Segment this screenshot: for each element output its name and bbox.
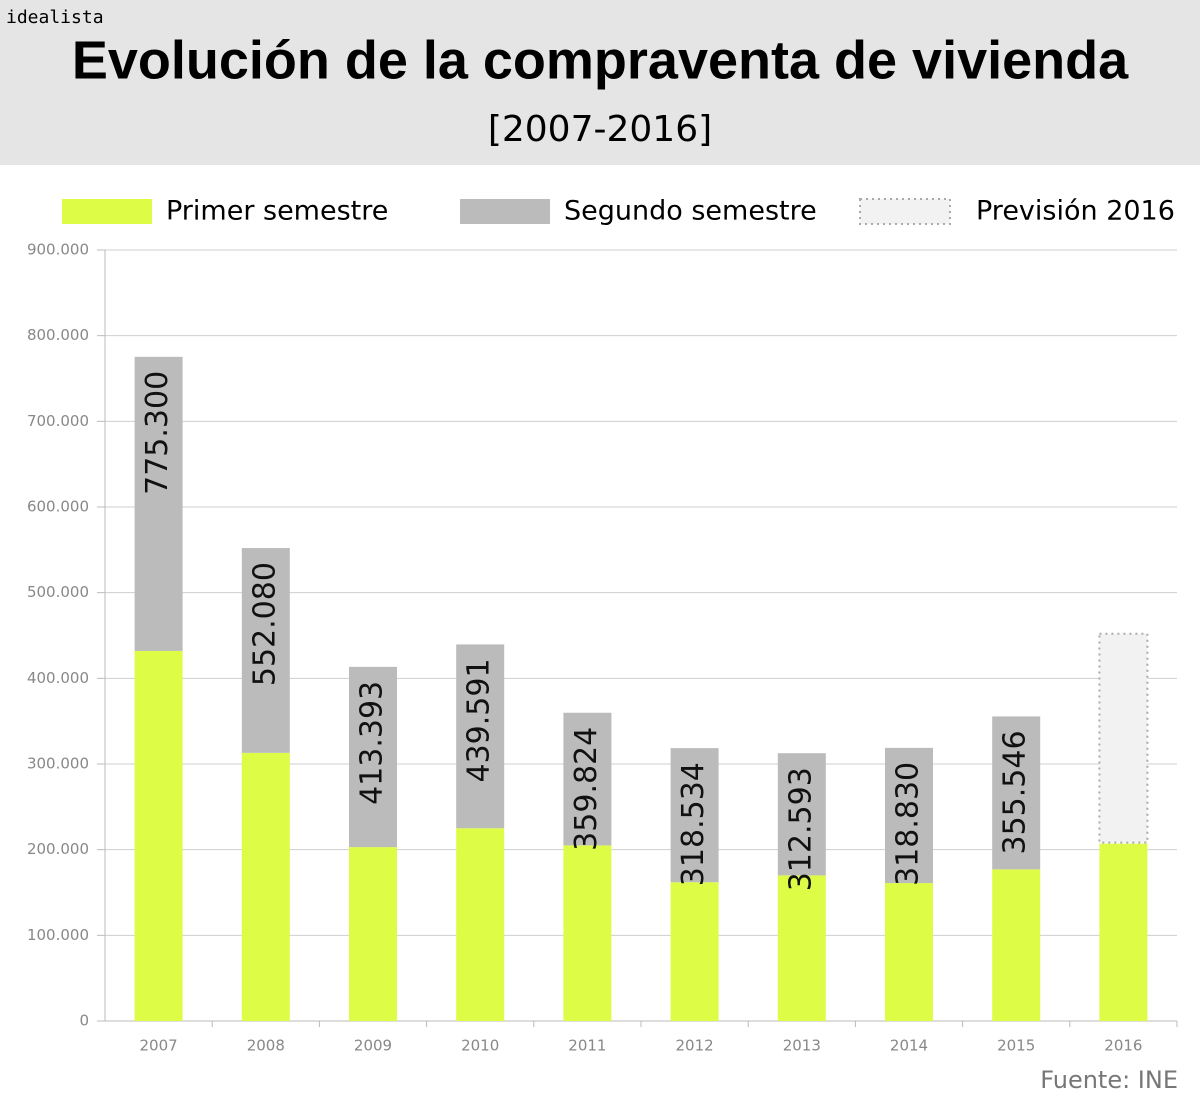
legend-label: Primer semestre — [166, 196, 388, 227]
y-tick-label: 400.000 — [27, 669, 89, 687]
bar-segment — [241, 548, 290, 753]
y-tick-label: 900.000 — [27, 241, 89, 259]
bar-segment — [349, 666, 397, 848]
total-label: 318.534 — [676, 762, 711, 886]
legend-label: Segundo semestre — [564, 196, 817, 227]
bar-segment — [777, 875, 826, 1021]
y-tick-label: 100.000 — [27, 926, 89, 944]
y-tick-label: 700.000 — [27, 412, 89, 430]
bar-segment — [670, 882, 719, 1021]
y-tick-label: 200.000 — [27, 840, 89, 858]
total-label: 439.591 — [462, 658, 497, 782]
x-tick-label: 2007 — [140, 1037, 178, 1055]
bar-segment — [992, 869, 1041, 1021]
x-tick-label: 2016 — [1104, 1037, 1142, 1055]
bar-segment — [134, 650, 183, 1021]
y-tick-label: 800.000 — [27, 326, 89, 344]
chart-subtitle: [2007-2016] — [488, 109, 712, 150]
chart-title: Evolución de la compraventa de vivienda — [72, 30, 1129, 90]
y-tick-label: 0 — [79, 1012, 89, 1030]
x-tick-label: 2008 — [247, 1037, 285, 1055]
y-tick-label: 500.000 — [27, 583, 89, 601]
legend-swatch — [62, 199, 152, 224]
bar-segment — [134, 356, 183, 651]
brand: idealista — [6, 7, 104, 28]
y-tick-label: 300.000 — [27, 755, 89, 773]
total-label: 359.824 — [569, 727, 604, 851]
bar-segment — [670, 748, 719, 883]
total-label: 355.546 — [998, 730, 1033, 854]
bar-segment — [885, 747, 933, 884]
legend-swatch — [460, 199, 550, 224]
bar-segment — [241, 752, 290, 1021]
total-label: 318.830 — [891, 762, 926, 886]
bar-segment — [349, 847, 397, 1021]
bar-segment — [456, 644, 505, 829]
x-tick-label: 2009 — [354, 1037, 392, 1055]
x-tick-label: 2015 — [997, 1037, 1035, 1055]
x-tick-label: 2013 — [783, 1037, 821, 1055]
x-tick-label: 2012 — [676, 1037, 714, 1055]
bar-segment — [885, 883, 933, 1021]
header-band — [0, 0, 1200, 165]
bar-segment — [563, 712, 612, 846]
bar-segment — [1098, 632, 1149, 844]
legend-label: Previsión 2016 — [976, 196, 1175, 227]
legend-swatch — [859, 198, 951, 225]
bar-segment — [456, 828, 505, 1021]
x-tick-label: 2014 — [890, 1037, 928, 1055]
bar-segment — [1099, 843, 1148, 1021]
total-label: 312.593 — [783, 767, 818, 891]
x-tick-label: 2011 — [568, 1037, 606, 1055]
y-tick-label: 600.000 — [27, 498, 89, 516]
total-label: 413.393 — [355, 681, 390, 805]
total-label: 775.300 — [140, 371, 175, 495]
x-tick-label: 2010 — [461, 1037, 499, 1055]
bar-segment — [563, 845, 612, 1021]
bar-segment — [992, 716, 1041, 870]
source: Fuente: INE — [1040, 1066, 1178, 1094]
bar-segment — [777, 753, 826, 876]
total-label: 552.080 — [247, 562, 282, 686]
